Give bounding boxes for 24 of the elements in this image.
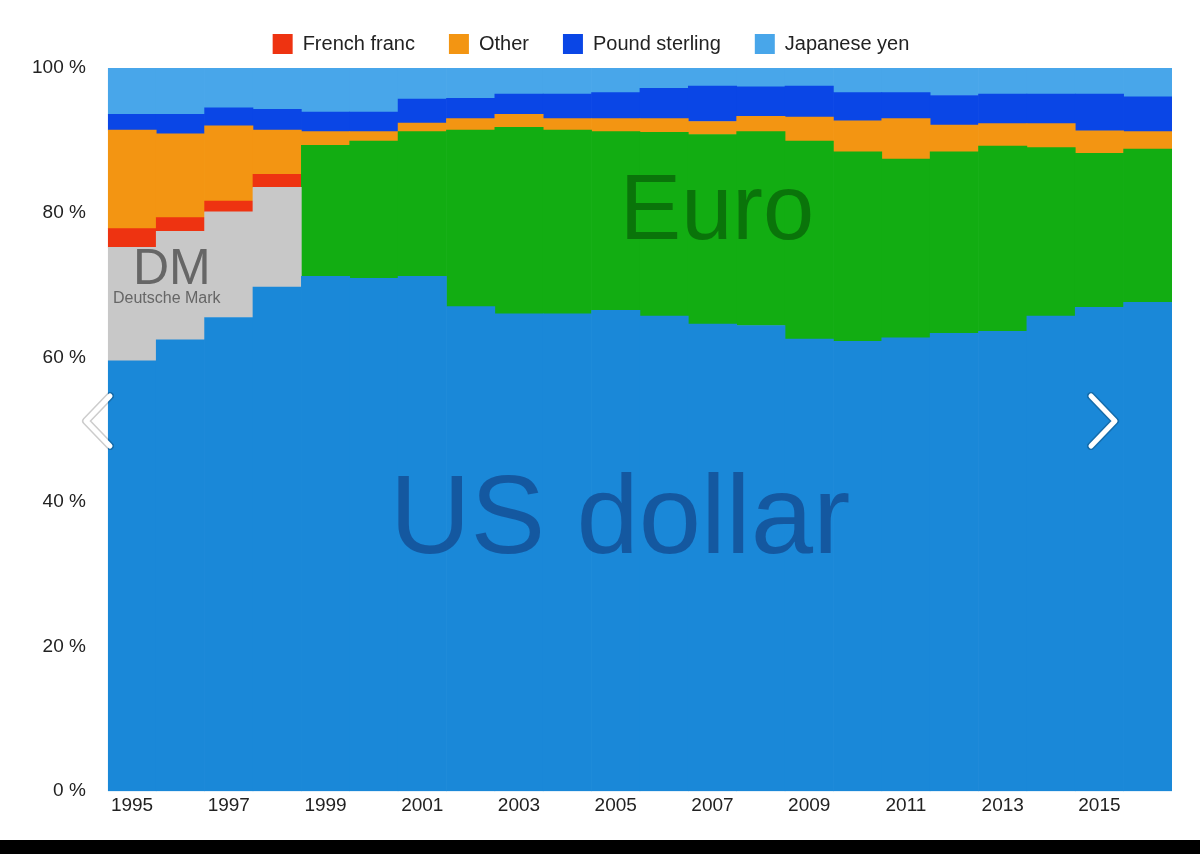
- x-tick-label: 2009: [788, 793, 831, 815]
- x-tick-label: 2011: [885, 793, 927, 815]
- y-tick-label: 60 %: [42, 345, 86, 367]
- x-tick-label: 1997: [207, 793, 250, 815]
- x-tick-label: 2001: [401, 793, 444, 815]
- x-tick-label: 2015: [1078, 793, 1121, 815]
- y-tick-label: 0 %: [53, 779, 86, 801]
- y-tick-label: 20 %: [42, 634, 86, 656]
- y-tick-label: 100 %: [32, 56, 86, 78]
- legend-label: Pound sterling: [592, 31, 721, 54]
- x-tick-label: 1995: [110, 793, 154, 815]
- x-tick-label: 2007: [691, 793, 734, 815]
- legend-label: Other: [478, 31, 530, 54]
- x-tick-label: 2005: [594, 793, 637, 815]
- legend-label: French franc: [302, 31, 415, 54]
- legend-label: Japanese yen: [784, 31, 910, 54]
- x-tick-label: 2003: [497, 793, 541, 815]
- x-tick-label: 1999: [304, 793, 347, 815]
- y-tick-label: 40 %: [42, 490, 86, 512]
- y-tick-label: 80 %: [42, 200, 86, 222]
- annotation: US dollar: [389, 451, 851, 577]
- x-tick-label: 2013: [981, 793, 1024, 815]
- annotation: Deutsche Mark: [113, 289, 222, 307]
- annotation: Euro: [619, 156, 815, 259]
